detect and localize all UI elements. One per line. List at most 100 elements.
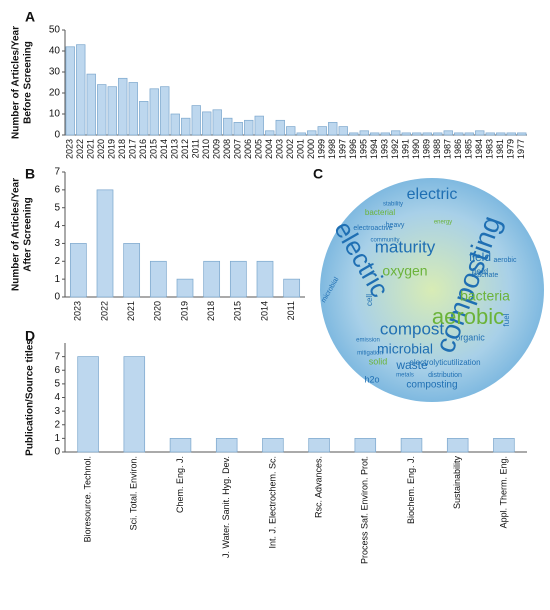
x-tick-label: 1993 xyxy=(380,139,390,159)
x-tick-label: 2013 xyxy=(170,139,180,159)
x-tick-label: 2002 xyxy=(285,139,295,159)
x-tick-label: 2020 xyxy=(96,139,106,159)
x-tick-label: 1981 xyxy=(495,139,505,159)
x-tick-label: 2011 xyxy=(286,301,296,320)
bar xyxy=(86,73,96,136)
bar xyxy=(160,86,170,136)
x-tick-label: Rsc. Advances. xyxy=(313,456,323,518)
x-tick-label: 1977 xyxy=(516,139,526,159)
panel-label: D xyxy=(25,328,35,344)
x-tick-label: 1992 xyxy=(390,139,400,159)
cloud-word: maturity xyxy=(375,237,436,256)
x-tick-label: 2023 xyxy=(73,301,83,321)
cloud-word: composting xyxy=(406,380,457,391)
x-tick-label: 2004 xyxy=(264,139,274,159)
bar xyxy=(400,438,423,453)
cloud-word: heavy xyxy=(386,222,405,229)
bar xyxy=(254,115,264,136)
bar xyxy=(349,132,359,136)
x-tick-label: 2010 xyxy=(201,139,211,159)
bar xyxy=(65,46,75,136)
x-tick-label: 1997 xyxy=(338,139,348,159)
bar xyxy=(181,117,191,136)
x-tick-label: 1999 xyxy=(317,139,327,159)
x-tick-label: 2017 xyxy=(128,139,138,159)
cloud-word: organic xyxy=(455,332,485,342)
y-tick-label: 1 xyxy=(54,274,60,285)
x-tick-label: 1987 xyxy=(443,139,453,159)
x-tick-label: 1985 xyxy=(464,139,474,159)
bar xyxy=(412,132,422,136)
x-tick-label: Sci. Total. Environ. xyxy=(129,456,139,530)
cloud-word: emission xyxy=(356,338,380,344)
bar xyxy=(493,438,515,453)
bar xyxy=(96,189,114,298)
cloud-word: electroactive xyxy=(353,225,392,232)
cloud-word: distribution xyxy=(428,372,462,379)
x-tick-label: 2019 xyxy=(179,301,189,321)
y-tick-label: 2 xyxy=(54,419,60,430)
bar xyxy=(123,243,141,298)
cloud-word: microbial xyxy=(377,341,433,357)
bar xyxy=(308,438,330,453)
x-tick-label: Process Saf. Environ. Prot. xyxy=(360,456,370,564)
bar xyxy=(256,260,274,298)
y-tick-label: 50 xyxy=(49,25,61,36)
x-tick-label: 2021 xyxy=(86,139,96,159)
y-tick-label: 40 xyxy=(49,46,61,57)
y-tick-label: 4 xyxy=(54,220,60,231)
bar xyxy=(275,119,285,136)
x-tick-label: 2008 xyxy=(222,139,232,159)
bar xyxy=(212,109,222,136)
y-tick-label: 20 xyxy=(49,88,61,99)
panel-label: B xyxy=(25,166,35,182)
panel-label: C xyxy=(313,166,323,182)
x-tick-label: Int. J. Electrochem. Sc. xyxy=(267,456,277,549)
x-tick-label: 1988 xyxy=(432,139,442,159)
x-tick-label: 2007 xyxy=(233,139,243,159)
cloud-background xyxy=(320,178,544,402)
bar xyxy=(454,132,464,136)
x-tick-label: 2018 xyxy=(206,301,216,321)
y-tick-label: 7 xyxy=(54,167,60,178)
bar xyxy=(422,132,432,136)
x-tick-label: 2000 xyxy=(306,139,316,159)
x-tick-label: 2014 xyxy=(259,301,269,321)
y-axis-label: After Screening xyxy=(23,197,34,271)
bar xyxy=(443,130,453,136)
x-tick-label: 1991 xyxy=(401,139,411,159)
cloud-word: compost xyxy=(380,319,445,338)
x-tick-label: 1986 xyxy=(453,139,463,159)
bar xyxy=(69,243,87,298)
y-axis-label: Number of Articles/Year xyxy=(11,26,22,139)
bar xyxy=(286,126,296,136)
bar xyxy=(354,438,377,453)
panel-label: A xyxy=(25,9,35,25)
x-tick-label: 1995 xyxy=(359,139,369,159)
y-axis-label: Number of Articles/Year xyxy=(11,178,22,291)
x-tick-label: 1994 xyxy=(369,139,379,159)
x-tick-label: 2006 xyxy=(243,139,253,159)
bar xyxy=(506,132,516,136)
bar xyxy=(517,132,527,136)
cloud-word: mitigation xyxy=(357,351,383,357)
y-tick-label: 2 xyxy=(54,256,60,267)
bar xyxy=(170,113,180,136)
bar xyxy=(77,356,99,453)
x-tick-label: 1989 xyxy=(422,139,432,159)
y-tick-label: 5 xyxy=(54,379,60,390)
x-tick-label: 2001 xyxy=(296,139,306,159)
x-tick-label: 2014 xyxy=(159,139,169,159)
bar xyxy=(149,88,159,136)
bar xyxy=(123,356,146,453)
bar xyxy=(380,132,390,136)
cloud-word: energy xyxy=(434,220,452,226)
x-tick-label: 2021 xyxy=(126,301,136,321)
x-tick-label: 2018 xyxy=(117,139,127,159)
cloud-word: aerobic xyxy=(432,304,504,329)
cloud-word: aerobic xyxy=(494,257,517,264)
x-tick-label: 2003 xyxy=(275,139,285,159)
bar xyxy=(244,119,254,136)
x-tick-label: 2023 xyxy=(65,139,75,159)
x-tick-label: 1979 xyxy=(506,139,516,159)
